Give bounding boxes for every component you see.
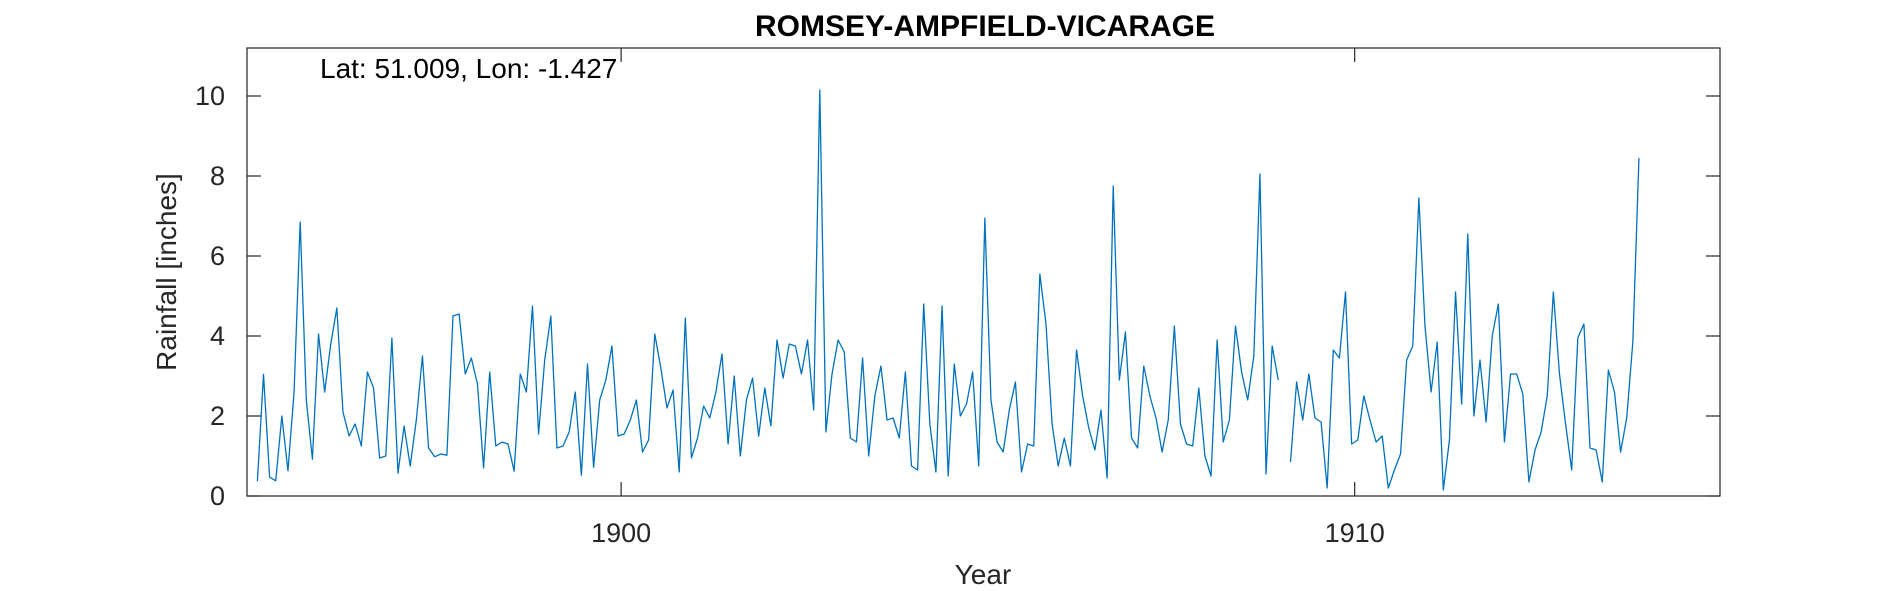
y-tick-label-4: 4 bbox=[210, 321, 225, 351]
y-axis-label: Rainfall [inches] bbox=[151, 173, 182, 371]
x-tick-label-1910: 1910 bbox=[1325, 518, 1385, 548]
y-tick-label-8: 8 bbox=[210, 161, 225, 191]
chart-title: ROMSEY-AMPFIELD-VICARAGE bbox=[755, 10, 1215, 43]
y-tick-label-0: 0 bbox=[210, 481, 225, 511]
location-annotation: Lat: 51.009, Lon: -1.427 bbox=[320, 53, 617, 84]
axes-box bbox=[246, 47, 1721, 497]
y-tick-label-6: 6 bbox=[210, 241, 225, 271]
x-axis-label: Year bbox=[955, 559, 1012, 590]
axes: 1900 1910 0 2 4 6 8 10 bbox=[195, 47, 1721, 548]
y-tick-label-2: 2 bbox=[210, 401, 225, 431]
series-line-0 bbox=[256, 89, 1640, 491]
rainfall-series bbox=[256, 89, 1640, 491]
x-tick-label-1900: 1900 bbox=[591, 518, 651, 548]
y-tick-label-10: 10 bbox=[195, 81, 225, 111]
